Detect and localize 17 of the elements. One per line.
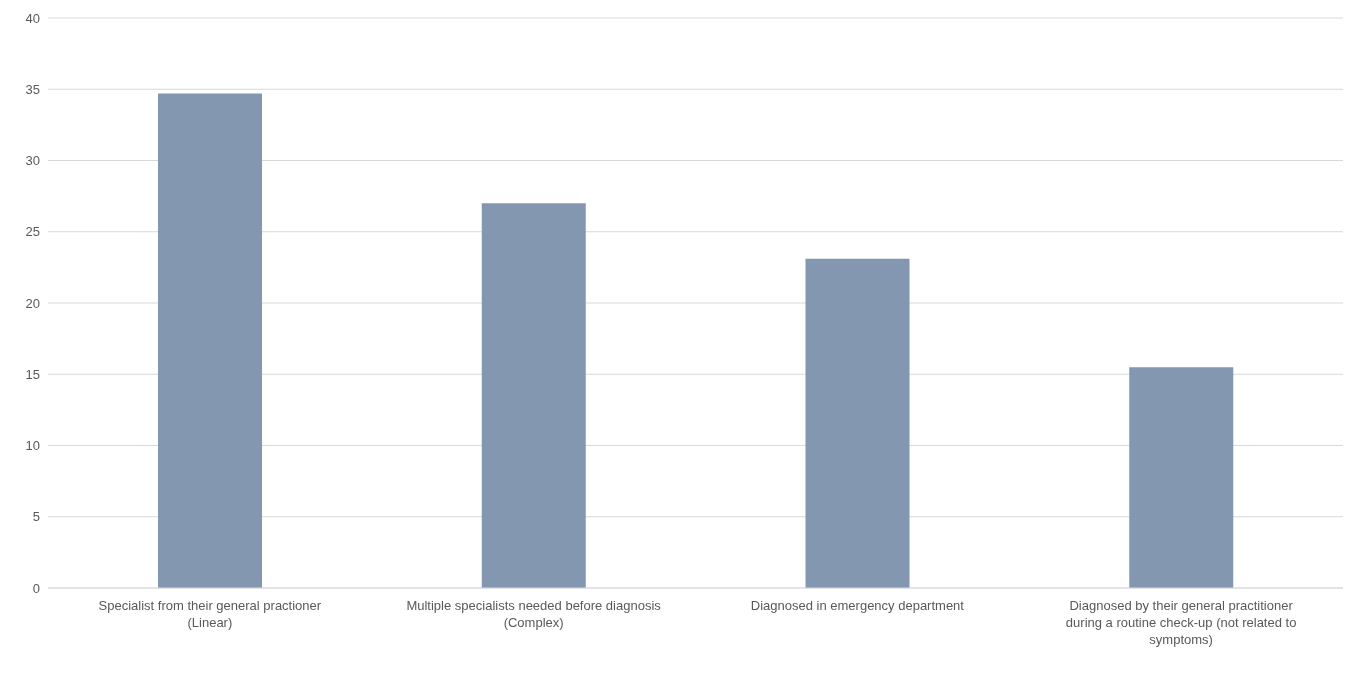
y-tick-label: 5 <box>32 509 40 525</box>
bar <box>481 203 586 588</box>
y-tick-label: 10 <box>25 438 40 454</box>
x-tick-label: Diagnosed in emergency department <box>750 598 965 613</box>
x-tick-label: Multiple specialists needed before diagnosis (Complex) <box>406 598 662 630</box>
y-tick-label: 35 <box>25 81 40 97</box>
y-tick-label: 0 <box>32 580 40 596</box>
x-tick-label: Specialist from their general practioner (Linear) <box>98 598 322 630</box>
y-tick-label: 40 <box>25 10 40 26</box>
bar <box>805 258 910 588</box>
y-tick-label: 25 <box>25 224 40 240</box>
bar <box>158 93 262 588</box>
y-tick-label: 15 <box>25 366 40 382</box>
bar <box>1129 367 1234 588</box>
x-tick-label: Diagnosed by their general practitioner during a routine check-up (not related to symptoms) <box>1065 598 1297 647</box>
y-tick-label: 20 <box>25 295 40 311</box>
y-tick-label: 30 <box>25 153 40 169</box>
